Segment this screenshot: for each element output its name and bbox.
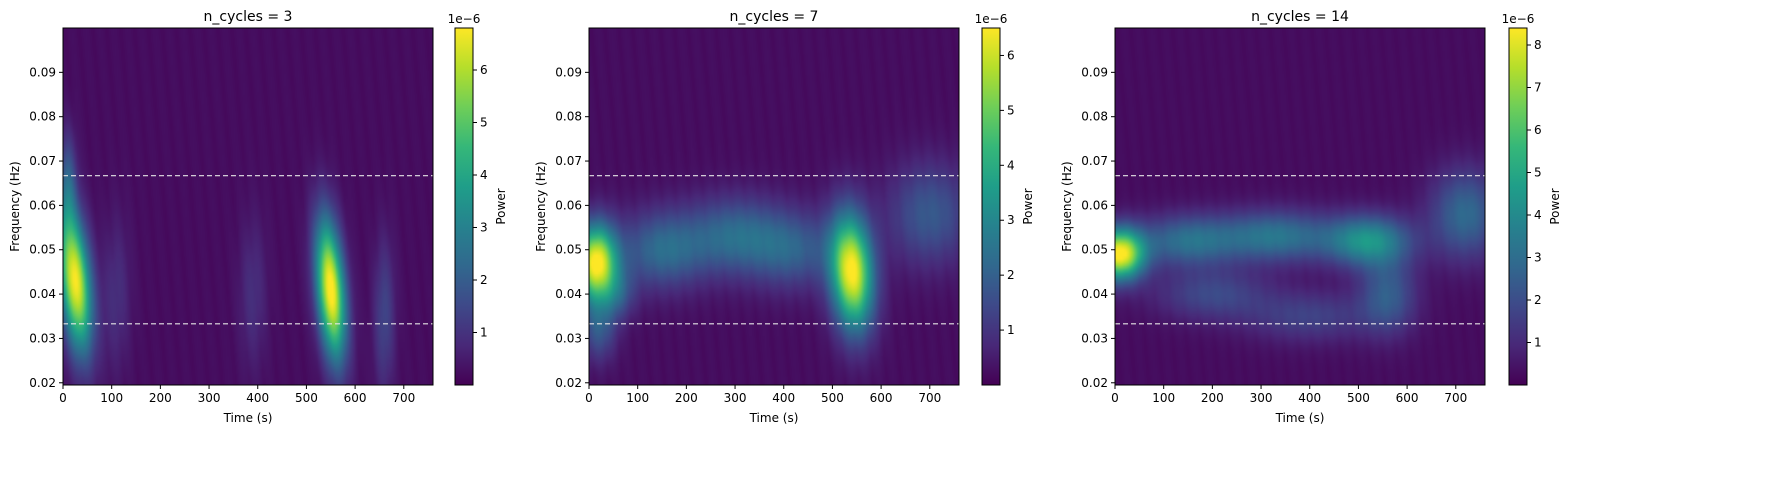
x-tick-label: 700 — [392, 391, 415, 405]
x-tick-label: 600 — [344, 391, 367, 405]
colorbar-tick-label: 7 — [1534, 81, 1542, 95]
y-tick-label: 0.03 — [29, 331, 56, 345]
x-tick-label: 500 — [821, 391, 844, 405]
chart-title: n_cycles = 14 — [1251, 9, 1349, 25]
axes-frame — [588, 27, 960, 386]
colorbar-tick-label: 5 — [1534, 166, 1542, 180]
x-tick-label: 500 — [295, 391, 318, 405]
panel-2: 0 100 200 300 400 500 600 700 0.02 0.03 0.04 0.05 0.… — [534, 9, 1035, 425]
colorbar-tick-label: 6 — [1007, 48, 1015, 62]
x-tick-label: 100 — [100, 391, 123, 405]
chart-title: n_cycles = 3 — [204, 9, 293, 25]
y-tick-label: 0.02 — [555, 376, 582, 390]
colorbar-tick-label: 2 — [480, 273, 488, 287]
colorbar-label: Power — [494, 188, 508, 224]
x-tick-label: 500 — [1347, 391, 1370, 405]
x-tick-label: 400 — [772, 391, 795, 405]
colorbar-tick-label: 6 — [1534, 123, 1542, 137]
colorbar-tick-label: 5 — [1007, 103, 1015, 117]
x-tick-label: 300 — [198, 391, 221, 405]
y-tick-label: 0.09 — [1081, 65, 1108, 79]
colorbar-tick-label: 1 — [1534, 336, 1542, 350]
y-tick-label: 0.03 — [555, 331, 582, 345]
y-tick-label: 0.06 — [1081, 198, 1108, 212]
axes-frame — [1114, 27, 1486, 386]
x-tick-label: 0 — [59, 391, 67, 405]
colorbar — [981, 27, 1001, 386]
x-tick-label: 600 — [1396, 391, 1419, 405]
x-tick-label: 100 — [1152, 391, 1175, 405]
panel-3: 0 100 200 300 400 500 600 700 0.02 0.03 0.04 0.05 0.… — [1060, 9, 1562, 425]
y-tick-label: 0.08 — [29, 110, 56, 124]
x-tick-label: 400 — [1298, 391, 1321, 405]
y-tick-label: 0.03 — [1081, 331, 1108, 345]
x-tick-label: 0 — [585, 391, 593, 405]
x-tick-label: 200 — [1201, 391, 1224, 405]
colorbar-tick-label: 4 — [1007, 158, 1015, 172]
y-tick-label: 0.04 — [29, 287, 56, 301]
y-tick-label: 0.07 — [29, 154, 56, 168]
colorbar-tick-label: 3 — [1534, 251, 1542, 265]
chart-title: n_cycles = 7 — [730, 9, 819, 25]
y-tick-label: 0.05 — [1081, 243, 1108, 257]
panel-1: 0 100 200 300 400 500 600 700 0.02 0.03 0.04 0.05 0.… — [8, 9, 508, 425]
y-axis-label: Frequency (Hz) — [534, 161, 548, 252]
y-tick-label: 0.02 — [29, 376, 56, 390]
colorbar-tick-label: 3 — [480, 221, 488, 235]
x-tick-label: 0 — [1111, 391, 1119, 405]
colorbar-tick-label: 5 — [480, 116, 488, 130]
colorbar-tick-label: 1 — [480, 326, 488, 340]
y-axis-label: Frequency (Hz) — [1060, 161, 1074, 252]
y-tick-label: 0.05 — [555, 243, 582, 257]
colorbar — [1508, 27, 1528, 386]
colorbar-tick-label: 1 — [1007, 323, 1015, 337]
y-tick-label: 0.07 — [555, 154, 582, 168]
colorbar-offset-text: 1e−6 — [448, 12, 481, 26]
x-tick-label: 200 — [149, 391, 172, 405]
y-tick-label: 0.04 — [1081, 287, 1108, 301]
x-axis-label: Time (s) — [749, 411, 799, 425]
x-axis-label: Time (s) — [1275, 411, 1325, 425]
y-tick-label: 0.05 — [29, 243, 56, 257]
colorbar-tick-label: 2 — [1534, 293, 1542, 307]
x-tick-label: 400 — [246, 391, 269, 405]
colorbar-tick-label: 8 — [1534, 38, 1542, 52]
colorbar-label: Power — [1548, 188, 1562, 224]
colorbar-tick-label: 2 — [1007, 268, 1015, 282]
colorbar-tick-label: 3 — [1007, 213, 1015, 227]
y-tick-label: 0.09 — [555, 65, 582, 79]
y-tick-label: 0.06 — [29, 198, 56, 212]
axes-frame — [62, 27, 434, 386]
x-tick-label: 200 — [675, 391, 698, 405]
colorbar-offset-text: 1e−6 — [975, 12, 1008, 26]
y-tick-label: 0.08 — [555, 110, 582, 124]
x-tick-label: 300 — [724, 391, 747, 405]
y-tick-label: 0.09 — [29, 65, 56, 79]
colorbar-offset-text: 1e−6 — [1502, 12, 1535, 26]
y-tick-label: 0.04 — [555, 287, 582, 301]
x-tick-label: 100 — [626, 391, 649, 405]
y-tick-label: 0.07 — [1081, 154, 1108, 168]
x-tick-label: 300 — [1250, 391, 1273, 405]
y-axis-label: Frequency (Hz) — [8, 161, 22, 252]
y-tick-label: 0.06 — [555, 198, 582, 212]
heatmap-image — [1115, 28, 1485, 385]
x-tick-label: 700 — [1444, 391, 1467, 405]
y-tick-label: 0.02 — [1081, 376, 1108, 390]
colorbar-tick-label: 6 — [480, 63, 488, 77]
x-tick-label: 600 — [870, 391, 893, 405]
y-tick-label: 0.08 — [1081, 110, 1108, 124]
colorbar — [454, 27, 474, 386]
colorbar-tick-label: 4 — [480, 168, 488, 182]
x-axis-label: Time (s) — [223, 411, 273, 425]
heatmap-image — [589, 28, 959, 385]
x-tick-label: 700 — [918, 391, 941, 405]
colorbar-label: Power — [1021, 188, 1035, 224]
colorbar-tick-label: 4 — [1534, 208, 1542, 222]
heatmap-image — [63, 28, 433, 385]
